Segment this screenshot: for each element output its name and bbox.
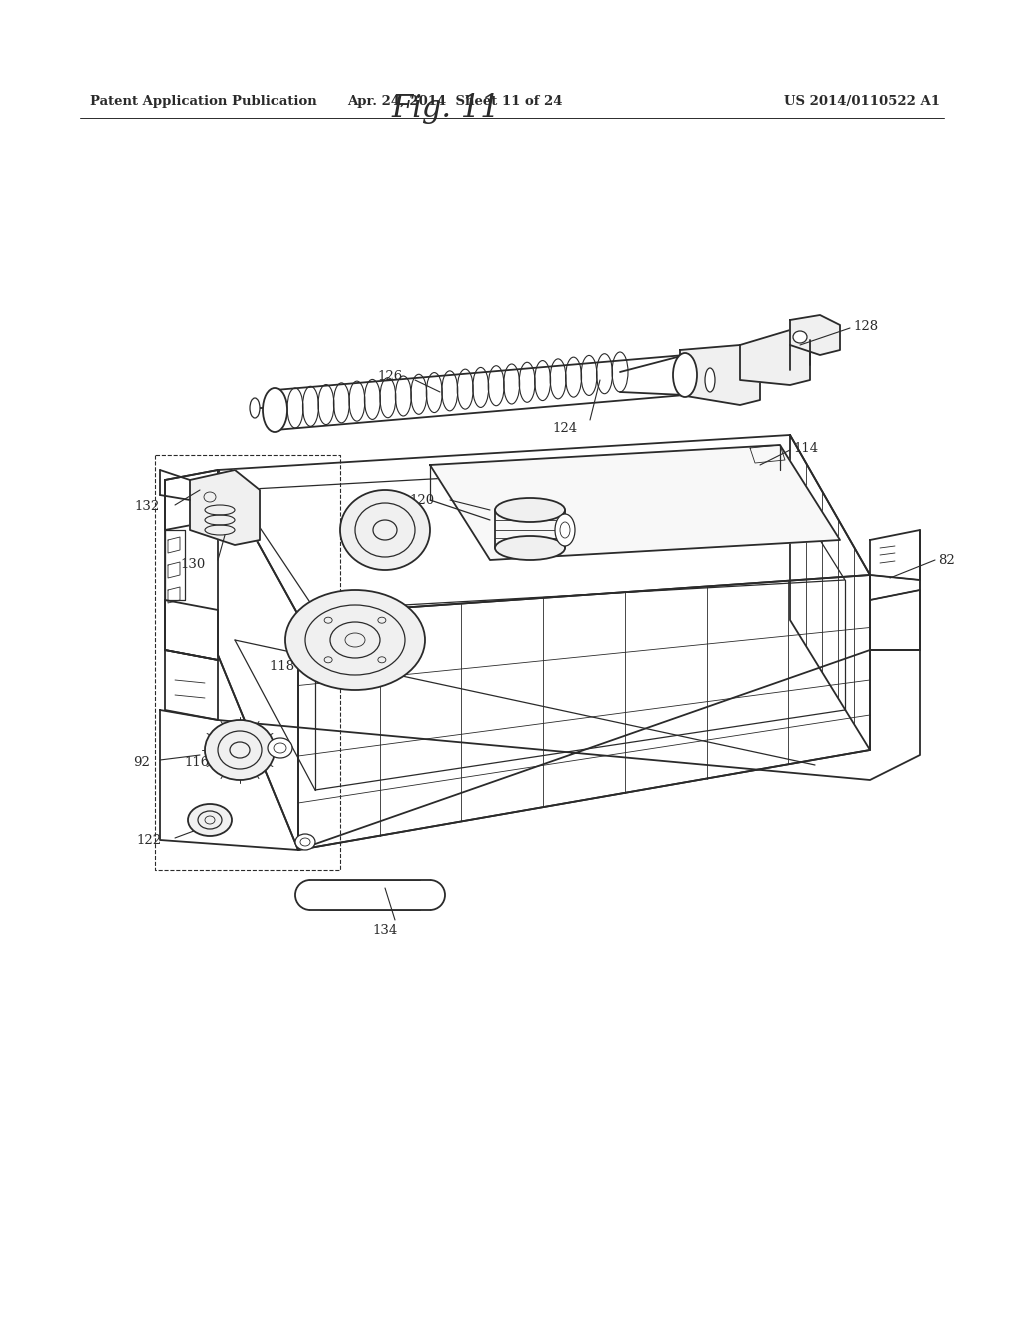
Text: Fig. 11: Fig. 11 (391, 92, 500, 124)
Text: 116: 116 (184, 755, 210, 768)
Ellipse shape (705, 368, 715, 392)
Text: 82: 82 (938, 553, 954, 566)
Ellipse shape (205, 719, 275, 780)
Text: 114: 114 (793, 442, 818, 455)
Text: US 2014/0110522 A1: US 2014/0110522 A1 (784, 95, 940, 108)
Text: 92: 92 (133, 755, 150, 768)
Ellipse shape (495, 498, 565, 521)
Polygon shape (430, 445, 840, 560)
Ellipse shape (495, 536, 565, 560)
Polygon shape (680, 345, 760, 405)
Text: 128: 128 (853, 319, 879, 333)
Text: Apr. 24, 2014  Sheet 11 of 24: Apr. 24, 2014 Sheet 11 of 24 (347, 95, 563, 108)
Polygon shape (790, 315, 840, 355)
Ellipse shape (340, 490, 430, 570)
Text: 130: 130 (181, 558, 206, 572)
Text: Patent Application Publication: Patent Application Publication (90, 95, 316, 108)
Text: 132: 132 (135, 500, 160, 513)
Text: 120: 120 (410, 494, 435, 507)
Ellipse shape (555, 513, 575, 546)
Ellipse shape (250, 399, 260, 418)
Text: 124: 124 (553, 421, 578, 434)
Text: 134: 134 (373, 924, 397, 936)
Ellipse shape (295, 834, 315, 850)
Polygon shape (190, 470, 260, 545)
Text: 126: 126 (378, 370, 403, 383)
Ellipse shape (188, 804, 232, 836)
Ellipse shape (673, 352, 697, 397)
Text: 122: 122 (137, 833, 162, 846)
Ellipse shape (285, 590, 425, 690)
Text: 118: 118 (270, 660, 295, 672)
Ellipse shape (263, 388, 287, 432)
Ellipse shape (793, 331, 807, 343)
Ellipse shape (268, 738, 292, 758)
Polygon shape (740, 330, 810, 385)
